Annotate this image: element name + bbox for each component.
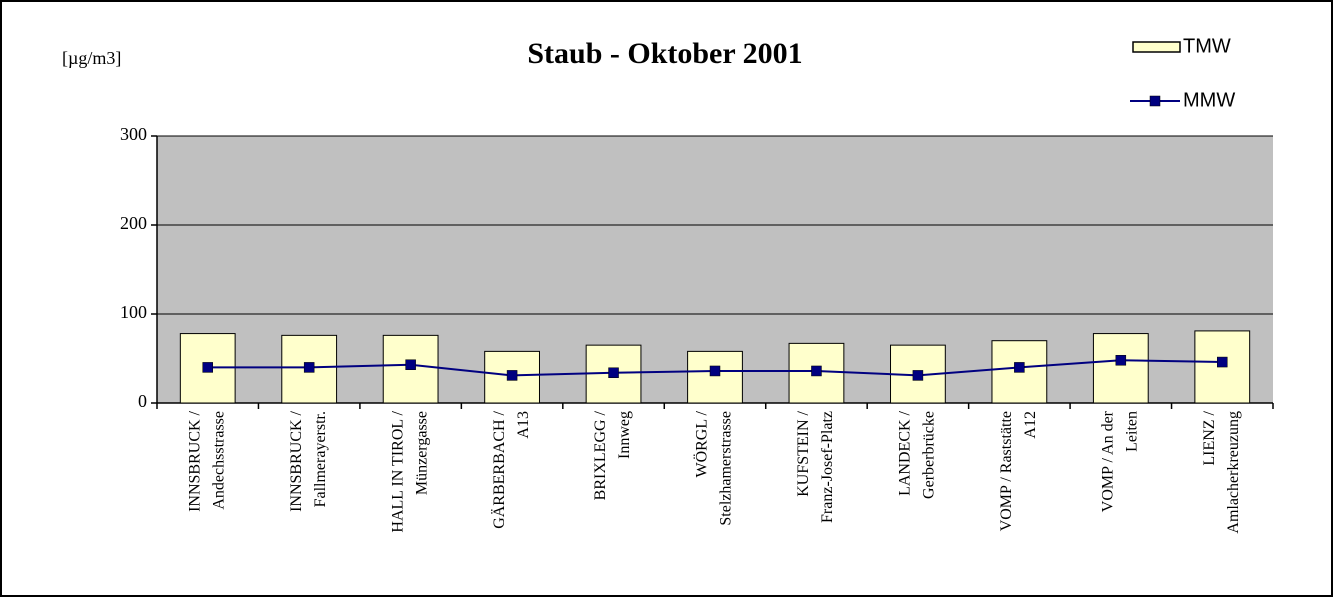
- x-tick-label: INNSBRUCK /: [288, 410, 305, 511]
- x-tick-label: VOMP / An der: [1099, 410, 1116, 512]
- y-tick-label: 200: [120, 213, 147, 233]
- x-tick-label: KUFSTEIN /: [795, 410, 812, 496]
- marker: [202, 362, 213, 373]
- x-tick-label: HALL IN TIROL /: [389, 410, 406, 532]
- legend-label: MMW: [1183, 89, 1235, 111]
- x-tick-label: Franz-Josef-Platz: [819, 411, 836, 523]
- x-tick-label: Leiten: [1123, 411, 1140, 452]
- marker: [608, 367, 619, 378]
- x-tick-label: Münzergasse: [413, 411, 430, 495]
- x-tick-label: Fallmerayerstr.: [312, 411, 329, 507]
- y-axis-label: [µg/m3]: [62, 48, 121, 68]
- x-tick-label: A13: [515, 411, 532, 439]
- x-tick-label: Andechsstrasse: [210, 411, 227, 510]
- x-tick-label: Stelzhamerstrasse: [718, 411, 735, 526]
- x-tick-label: BRIXLEGG /: [592, 410, 609, 500]
- legend-swatch: [1132, 41, 1181, 53]
- x-tick-label: WÖRGL /: [693, 410, 711, 477]
- x-tick-label: Innweg: [616, 411, 633, 459]
- marker: [709, 365, 721, 377]
- x-tick-label: LANDECK /: [897, 410, 914, 495]
- bar: [687, 350, 743, 404]
- legend-label: TMW: [1183, 35, 1231, 57]
- y-tick-label: 100: [120, 302, 147, 322]
- y-tick-label: 0: [138, 391, 147, 411]
- x-tick-label: LIENZ /: [1201, 410, 1218, 465]
- marker: [405, 359, 416, 370]
- x-tick-label: GÄRBERBACH /: [490, 410, 508, 528]
- x-tick-label: INNSBRUCK /: [186, 410, 203, 511]
- legend-marker: [1149, 95, 1161, 107]
- x-tick-label: Amlacherkreuzung: [1225, 411, 1242, 534]
- marker: [506, 370, 518, 381]
- chart-title: Staub - Oktober 2001: [527, 37, 802, 70]
- x-tick-label: Gerberbrücke: [921, 411, 938, 499]
- marker: [912, 370, 924, 381]
- marker: [1217, 356, 1228, 368]
- marker: [811, 365, 822, 377]
- x-tick-label: VOMP / Raststätte: [998, 411, 1015, 531]
- bar: [1092, 333, 1149, 404]
- x-tick-label: A12: [1022, 411, 1039, 439]
- marker: [1115, 355, 1127, 366]
- marker: [303, 362, 315, 373]
- y-tick-label: 300: [120, 124, 147, 144]
- marker: [1014, 362, 1025, 373]
